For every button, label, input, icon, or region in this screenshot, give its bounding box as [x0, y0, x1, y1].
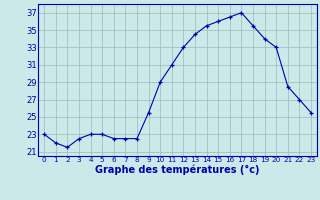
X-axis label: Graphe des températures (°c): Graphe des températures (°c)	[95, 164, 260, 175]
